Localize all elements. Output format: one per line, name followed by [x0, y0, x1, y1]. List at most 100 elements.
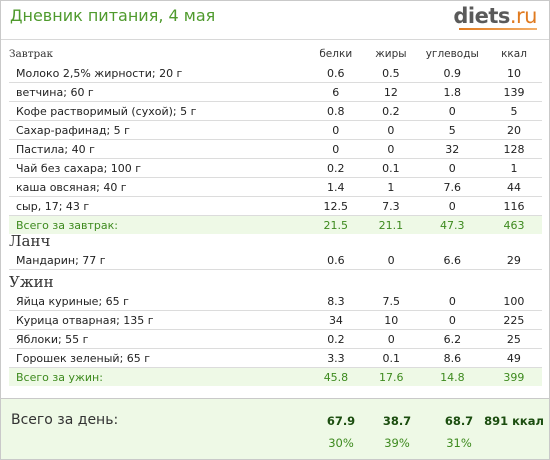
food-fat: 7.3: [363, 196, 419, 216]
food-carbs: 32: [418, 139, 487, 159]
day-total-panel: [1, 398, 549, 459]
food-carbs: 0: [418, 292, 486, 311]
section-title-dinner: Ужин: [9, 273, 54, 291]
food-fat: 12: [363, 82, 419, 102]
food-carbs: 5: [418, 120, 487, 140]
section-title-lunch: Ланч: [9, 232, 51, 250]
total-protein: 21.5: [308, 215, 364, 234]
site-logo[interactable]: diets.ru: [453, 4, 537, 28]
food-kcal: 116: [486, 196, 542, 216]
food-kcal: 25: [485, 329, 542, 349]
col-header-carbs: углеводы: [425, 48, 479, 60]
food-fat: 0: [363, 251, 419, 270]
food-name: Яйца куриные; 65 г: [9, 292, 309, 311]
total-kcal: 399: [485, 367, 542, 386]
total-fat: 17.6: [363, 367, 419, 386]
day-total-fat: 38.7: [382, 414, 412, 428]
food-kcal: 5: [486, 101, 542, 121]
food-carbs: 6.2: [418, 329, 486, 349]
food-row: ветчина; 60 г 6 12 1.8 139: [9, 82, 542, 102]
food-name: Кофе растворимый (сухой); 5 г: [9, 101, 309, 121]
food-name: каша овсяная; 40 г: [9, 177, 309, 197]
dinner-header-row: Ужин: [9, 272, 542, 292]
food-kcal: 225: [485, 310, 542, 330]
food-name: Яблоки; 55 г: [9, 329, 309, 349]
day-fat-percent: 39%: [384, 436, 410, 450]
food-protein: 0: [308, 120, 364, 140]
food-carbs: 0: [418, 101, 487, 121]
food-protein: 0.8: [308, 101, 364, 121]
food-fat: 0: [363, 329, 419, 349]
food-carbs: 0: [418, 158, 487, 178]
lunch-header-row: Ланч: [9, 231, 542, 251]
food-carbs: 7.6: [418, 177, 487, 197]
food-kcal: 100: [485, 292, 542, 311]
food-protein: 6: [308, 82, 364, 102]
food-protein: 8.3: [308, 292, 364, 311]
total-label: Всего за завтрак:: [9, 215, 309, 234]
logo-tld: .ru: [509, 4, 538, 28]
total-kcal: 463: [486, 215, 542, 234]
food-carbs: 1.8: [418, 82, 487, 102]
food-kcal: 49: [485, 348, 542, 368]
day-total-protein: 67.9: [326, 414, 356, 428]
food-carbs: 0.9: [418, 64, 487, 83]
food-kcal: 128: [486, 139, 542, 159]
food-kcal: 20: [486, 120, 542, 140]
total-label: Всего за ужин:: [9, 367, 309, 386]
food-row: Мандарин; 77 г 0.6 0 6.6 29: [9, 251, 542, 270]
food-protein: 34: [308, 310, 364, 330]
food-carbs: 6.6: [418, 251, 486, 270]
day-total-carbs: 68.7: [444, 414, 474, 428]
food-name: Мандарин; 77 г: [9, 251, 309, 270]
food-fat: 0.1: [363, 348, 419, 368]
food-row: Яйца куриные; 65 г 8.3 7.5 0 100: [9, 292, 542, 311]
food-name: ветчина; 60 г: [9, 82, 309, 102]
food-row: Молоко 2,5% жирности; 20 г 0.6 0.5 0.9 10: [9, 64, 542, 83]
food-protein: 0: [308, 139, 364, 159]
food-row: сыр, 17; 43 г 12.5 7.3 0 116: [9, 196, 542, 216]
food-fat: 0.5: [363, 64, 419, 83]
dinner-total-row: Всего за ужин: 45.8 17.6 14.8 399: [9, 367, 542, 386]
food-row: Яблоки; 55 г 0.2 0 6.2 25: [9, 329, 542, 349]
food-row: Чай без сахара; 100 г 0.2 0.1 0 1: [9, 158, 542, 178]
food-row: Сахар-рафинад; 5 г 0 0 5 20: [9, 120, 542, 140]
food-carbs: 0: [418, 310, 486, 330]
food-protein: 0.2: [308, 158, 364, 178]
food-protein: 0.6: [308, 251, 364, 270]
day-total-kcal: 891 ккал: [484, 414, 544, 428]
breakfast-total-row: Всего за завтрак: 21.5 21.1 47.3 463: [9, 215, 542, 234]
food-name: Пастила; 40 г: [9, 139, 309, 159]
header-divider: [1, 39, 549, 40]
food-kcal: 29: [485, 251, 542, 270]
logo-underline: [459, 28, 537, 30]
food-row: каша овсяная; 40 г 1.4 1 7.6 44: [9, 177, 542, 197]
food-protein: 0.2: [308, 329, 364, 349]
food-name: Курица отварная; 135 г: [9, 310, 309, 330]
food-fat: 0.1: [363, 158, 419, 178]
dinner-table: Ужин Яйца куриные; 65 г 8.3 7.5 0 100 Курица …: [9, 272, 542, 386]
day-protein-percent: 30%: [328, 436, 354, 450]
day-total-label: Всего за день:: [11, 412, 119, 428]
food-name: Сахар-рафинад; 5 г: [9, 120, 309, 140]
food-fat: 10: [363, 310, 419, 330]
day-carbs-percent: 31%: [446, 436, 472, 450]
food-protein: 12.5: [308, 196, 364, 216]
logo-name: diets: [453, 4, 510, 28]
food-protein: 1.4: [308, 177, 364, 197]
total-fat: 21.1: [363, 215, 419, 234]
food-fat: 7.5: [363, 292, 419, 311]
food-carbs: 0: [418, 196, 487, 216]
page-title: Дневник питания, 4 мая: [10, 6, 216, 25]
food-name: Молоко 2,5% жирности; 20 г: [9, 64, 309, 83]
food-row: Горошек зеленый; 65 г 3.3 0.1 8.6 49: [9, 348, 542, 368]
section-title-breakfast: Завтрак: [9, 48, 54, 60]
food-fat: 0.2: [363, 101, 419, 121]
total-protein: 45.8: [308, 367, 364, 386]
food-row: Курица отварная; 135 г 34 10 0 225: [9, 310, 542, 330]
food-protein: 0.6: [308, 64, 364, 83]
food-kcal: 10: [486, 64, 542, 83]
breakfast-header-row: Завтрак белки жиры углеводы ккал: [9, 44, 542, 64]
food-name: Чай без сахара; 100 г: [9, 158, 309, 178]
